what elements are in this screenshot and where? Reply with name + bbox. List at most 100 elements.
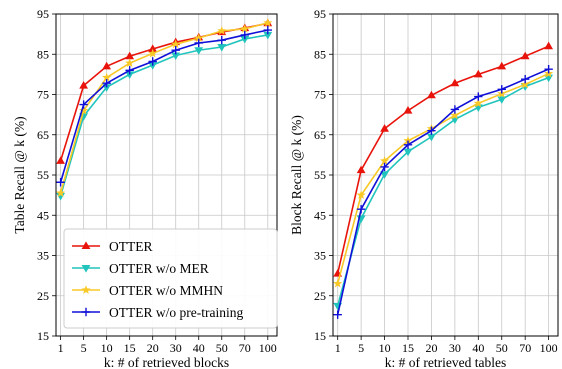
x-tick-label: 10 (101, 341, 113, 355)
data-point (240, 30, 249, 40)
y-tick-label: 65 (37, 128, 49, 142)
data-point (520, 79, 530, 89)
x-tick-label: 5 (81, 341, 87, 355)
series-line (59, 22, 268, 162)
data-point (102, 79, 111, 88)
x-tick-label: 70 (519, 341, 531, 355)
data-point (403, 148, 413, 157)
x-tick-label: 1 (335, 341, 341, 355)
y-tick-label: 75 (314, 88, 326, 102)
data-point (194, 33, 204, 43)
legend-marker (81, 285, 91, 294)
x-axis-label: k: # of retrieved blocks (104, 355, 229, 369)
data-point (333, 310, 342, 319)
data-point (403, 140, 413, 150)
series-line (336, 76, 549, 307)
y-tick-label: 95 (37, 7, 49, 21)
data-point (102, 61, 112, 70)
x-tick-label: 50 (216, 341, 228, 355)
x-tick-label: 20 (425, 341, 437, 355)
data-point (263, 25, 272, 35)
data-point (544, 41, 554, 50)
data-point (403, 135, 413, 145)
data-point (380, 124, 389, 132)
plot-frame (55, 13, 278, 337)
x-axis-label: k: # of retrieved tables (385, 355, 506, 369)
data-point (520, 75, 530, 84)
data-point (427, 90, 436, 99)
legend-marker (81, 265, 91, 273)
legend-marker (81, 241, 91, 249)
legend-label: OTTER (109, 239, 153, 254)
legend-entry: OTTER (72, 239, 153, 254)
y-tick-label: 45 (37, 208, 49, 222)
legend-box (63, 228, 278, 329)
data-point (497, 96, 507, 104)
data-point (497, 85, 506, 94)
series-line (59, 29, 268, 183)
x-tick-label: 5 (358, 341, 364, 355)
y-tick-label: 35 (314, 249, 326, 263)
x-tick-label: 30 (449, 341, 461, 355)
y-tick-label: 15 (37, 329, 49, 343)
data-point (240, 24, 250, 33)
data-point (171, 46, 180, 55)
x-tick-label: 50 (496, 341, 508, 355)
data-point (263, 18, 273, 27)
data-point (473, 98, 483, 108)
plot-frame (332, 13, 559, 337)
y-tick-label: 55 (37, 168, 49, 182)
data-point (403, 106, 413, 114)
y-tick-label: 95 (314, 7, 326, 21)
x-tick-label: 20 (147, 341, 159, 355)
data-point (171, 52, 181, 61)
data-point (56, 178, 65, 187)
data-point (380, 162, 389, 172)
legend-label: OTTER w/o MMHN (109, 283, 223, 298)
data-point (380, 156, 390, 165)
y-tick-label: 65 (314, 128, 326, 142)
data-point (148, 57, 157, 66)
data-point (148, 62, 158, 70)
data-point (56, 188, 66, 197)
data-point (380, 171, 389, 179)
x-tick-label: 15 (402, 341, 414, 355)
x-tick-label: 40 (472, 341, 484, 355)
data-point (544, 64, 553, 74)
data-point (356, 205, 366, 214)
series-otter-w-o-mer (333, 74, 554, 311)
data-point (148, 48, 158, 58)
x-tick-label: 30 (170, 341, 182, 355)
y-tick-label: 85 (314, 47, 326, 61)
data-point (263, 31, 273, 40)
y-tick-label: 25 (314, 289, 326, 303)
y-tick-label: 45 (314, 208, 326, 222)
y-tick-label: 85 (37, 47, 49, 61)
data-point (125, 58, 135, 67)
data-point (148, 44, 158, 53)
series-otter-w-o-mmhn (333, 68, 554, 288)
series-line (336, 72, 549, 284)
series-otter (333, 41, 554, 277)
data-point (474, 92, 483, 101)
data-point (356, 190, 366, 200)
data-point (79, 81, 89, 89)
data-point (79, 105, 89, 115)
x-tick-label: 10 (379, 341, 391, 355)
x-tick-label: 100 (259, 341, 277, 355)
legend-label: OTTER w/o pre-training (109, 305, 243, 320)
data-point (240, 35, 250, 44)
data-point (473, 69, 483, 78)
y-axis-label: Table Recall @ k (%) (12, 116, 27, 233)
x-tick-label: 70 (239, 341, 251, 355)
data-point (450, 78, 460, 87)
series-line (336, 45, 549, 274)
series-line (59, 22, 268, 194)
x-tick-label: 15 (124, 341, 136, 355)
data-point (194, 38, 203, 48)
data-point (450, 105, 460, 114)
data-point (171, 39, 181, 49)
data-point (427, 126, 436, 135)
